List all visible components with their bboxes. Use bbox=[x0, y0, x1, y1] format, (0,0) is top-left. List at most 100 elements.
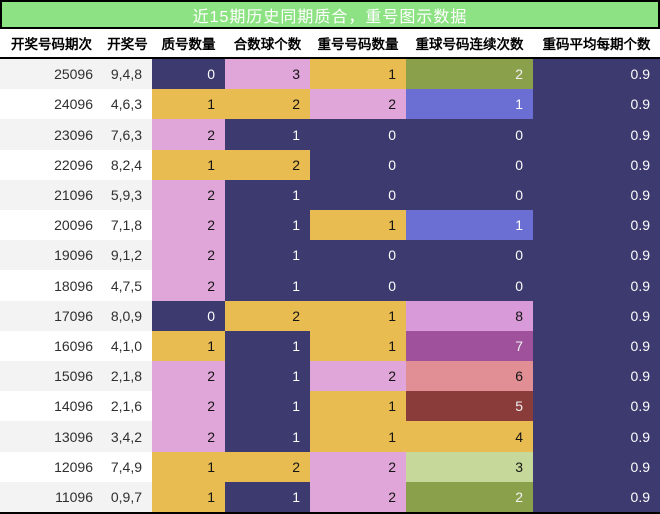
draw-number-cell: 5,9,3 bbox=[103, 179, 152, 211]
table-row: 19096 9,1,2 2 1 0 0 0.9 bbox=[0, 240, 660, 271]
value-cell: 2 bbox=[310, 361, 406, 392]
value-cell: 2 bbox=[152, 119, 225, 150]
draw-number-cell: 9,4,8 bbox=[103, 59, 152, 90]
draw-number-cell: 3,4,2 bbox=[103, 421, 152, 452]
period-cell: 16096 bbox=[0, 330, 103, 362]
value-cell: 0 bbox=[310, 179, 406, 211]
header-cell: 质号数量 bbox=[161, 37, 216, 52]
value-cell: 2 bbox=[152, 179, 225, 211]
draw-number-cell: 4,1,0 bbox=[103, 330, 152, 362]
table-body: 25096 9,4,8 0 3 1 2 0.9 24096 4,6,3 1 2 2 1 0.9 23096 7… bbox=[0, 59, 660, 512]
value-cell: 0 bbox=[152, 59, 225, 90]
draw-number-cell: 8,2,4 bbox=[103, 149, 152, 180]
value-cell: 2 bbox=[406, 481, 533, 512]
value-cell: 2 bbox=[225, 300, 310, 331]
draw-number-cell: 2,1,8 bbox=[103, 361, 152, 392]
table-row: 13096 3,4,2 2 1 1 4 0.9 bbox=[0, 421, 660, 452]
header-cell: 合数球个数 bbox=[233, 37, 302, 52]
header-cell: 重号号码数量 bbox=[317, 37, 399, 52]
value-cell: 1 bbox=[225, 240, 310, 271]
value-cell: 2 bbox=[152, 361, 225, 392]
value-cell: 1 bbox=[225, 210, 310, 241]
avg-repeat-cell: 0.9 bbox=[533, 421, 660, 452]
period-cell: 14096 bbox=[0, 391, 103, 422]
value-cell: 2 bbox=[225, 451, 310, 482]
period-cell: 13096 bbox=[0, 421, 103, 452]
table-title: 近15期历史同期质合，重号图示数据 bbox=[0, 0, 660, 29]
value-cell: 0 bbox=[310, 149, 406, 180]
table-row: 21096 5,9,3 2 1 0 0 0.9 bbox=[0, 179, 660, 211]
value-cell: 2 bbox=[152, 391, 225, 422]
value-cell: 2 bbox=[406, 59, 533, 90]
table-row: 12096 7,4,9 1 2 2 3 0.9 bbox=[0, 451, 660, 482]
value-cell: 2 bbox=[310, 451, 406, 482]
draw-number-cell: 4,7,5 bbox=[103, 270, 152, 301]
draw-number-cell: 2,1,6 bbox=[103, 391, 152, 422]
avg-repeat-cell: 0.9 bbox=[533, 240, 660, 271]
table-row: 14096 2,1,6 2 1 1 5 0.9 bbox=[0, 391, 660, 422]
avg-repeat-cell: 0.9 bbox=[533, 481, 660, 512]
value-cell: 1 bbox=[225, 119, 310, 150]
value-cell: 2 bbox=[310, 89, 406, 120]
draw-number-cell: 7,4,9 bbox=[103, 451, 152, 482]
value-cell: 1 bbox=[225, 391, 310, 422]
period-cell: 20096 bbox=[0, 210, 103, 241]
value-cell: 5 bbox=[406, 391, 533, 422]
value-cell: 1 bbox=[225, 330, 310, 362]
value-cell: 2 bbox=[310, 481, 406, 512]
avg-repeat-cell: 0.9 bbox=[533, 391, 660, 422]
draw-number-cell: 7,1,8 bbox=[103, 210, 152, 241]
table-row: 23096 7,6,3 2 1 0 0 0.9 bbox=[0, 119, 660, 150]
value-cell: 1 bbox=[225, 361, 310, 392]
value-cell: 4 bbox=[406, 421, 533, 452]
avg-repeat-cell: 0.9 bbox=[533, 330, 660, 362]
value-cell: 1 bbox=[152, 481, 225, 512]
value-cell: 1 bbox=[310, 59, 406, 90]
period-cell: 12096 bbox=[0, 451, 103, 482]
value-cell: 1 bbox=[225, 179, 310, 211]
table-row: 16096 4,1,0 1 1 1 7 0.9 bbox=[0, 330, 660, 362]
table-row: 15096 2,1,8 2 1 2 6 0.9 bbox=[0, 361, 660, 392]
value-cell: 0 bbox=[406, 270, 533, 301]
value-cell: 2 bbox=[152, 270, 225, 301]
table-row: 17096 8,0,9 0 2 1 8 0.9 bbox=[0, 300, 660, 331]
value-cell: 0 bbox=[406, 240, 533, 271]
value-cell: 6 bbox=[406, 361, 533, 392]
value-cell: 1 bbox=[225, 421, 310, 452]
value-cell: 2 bbox=[152, 240, 225, 271]
value-cell: 7 bbox=[406, 330, 533, 362]
value-cell: 0 bbox=[310, 240, 406, 271]
value-cell: 0 bbox=[406, 119, 533, 150]
draw-number-cell: 8,0,9 bbox=[103, 300, 152, 331]
value-cell: 2 bbox=[225, 89, 310, 120]
value-cell: 1 bbox=[310, 210, 406, 241]
value-cell: 0 bbox=[310, 119, 406, 150]
period-cell: 11096 bbox=[0, 481, 103, 512]
value-cell: 2 bbox=[152, 210, 225, 241]
value-cell: 1 bbox=[310, 421, 406, 452]
draw-number-cell: 0,9,7 bbox=[103, 481, 152, 512]
value-cell: 1 bbox=[152, 330, 225, 362]
value-cell: 2 bbox=[152, 421, 225, 452]
value-cell: 3 bbox=[225, 59, 310, 90]
period-cell: 24096 bbox=[0, 89, 103, 120]
table-header: 开奖号码期次 开奖号 质号数量 合数球个数 重号号码数量 重球号码连续次数 重码平均每期个数 bbox=[0, 29, 660, 59]
value-cell: 0 bbox=[406, 179, 533, 211]
value-cell: 1 bbox=[310, 391, 406, 422]
avg-repeat-cell: 0.9 bbox=[533, 119, 660, 150]
value-cell: 1 bbox=[152, 89, 225, 120]
draw-number-cell: 4,6,3 bbox=[103, 89, 152, 120]
value-cell: 1 bbox=[152, 149, 225, 180]
avg-repeat-cell: 0.9 bbox=[533, 361, 660, 392]
period-cell: 19096 bbox=[0, 240, 103, 271]
period-cell: 25096 bbox=[0, 59, 103, 90]
value-cell: 0 bbox=[310, 270, 406, 301]
value-cell: 0 bbox=[152, 300, 225, 331]
table-row: 18096 4,7,5 2 1 0 0 0.9 bbox=[0, 270, 660, 301]
avg-repeat-cell: 0.9 bbox=[533, 270, 660, 301]
value-cell: 1 bbox=[225, 481, 310, 512]
table-row: 20096 7,1,8 2 1 1 1 0.9 bbox=[0, 210, 660, 241]
period-cell: 15096 bbox=[0, 361, 103, 392]
period-cell: 23096 bbox=[0, 119, 103, 150]
